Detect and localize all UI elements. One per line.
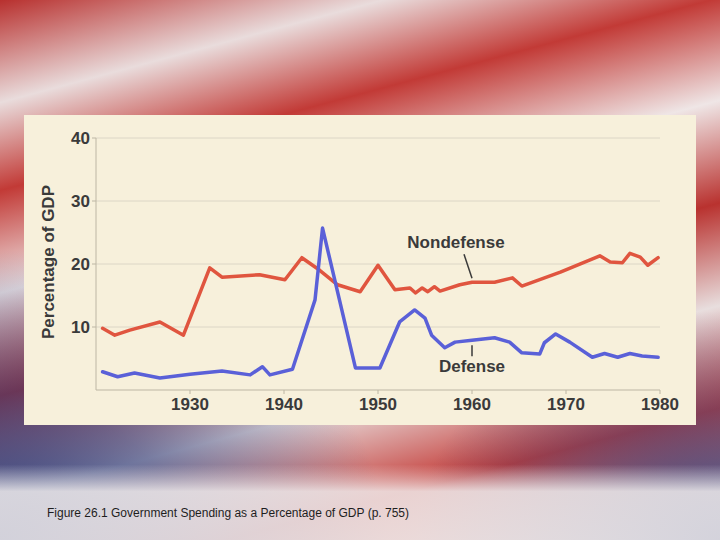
y-tick [92, 201, 96, 202]
x-tick-label: 1930 [171, 395, 209, 414]
x-tick-label: 1950 [359, 395, 397, 414]
plot-marks [103, 228, 659, 378]
y-tick [92, 138, 96, 139]
grid-line [96, 201, 660, 202]
x-tick [378, 390, 379, 394]
series-label: Defense [439, 357, 505, 376]
x-tick [190, 390, 191, 394]
x-tick-label: 1960 [453, 395, 491, 414]
series-line [103, 228, 659, 378]
x-tick [566, 390, 567, 394]
panel [24, 115, 696, 425]
y-tick-label: 10 [71, 318, 90, 337]
leader-line [464, 254, 472, 278]
y-tick-label: 20 [71, 255, 90, 274]
grid-line [96, 138, 660, 139]
y-tick-label: 30 [71, 192, 90, 211]
x-tick-label: 1940 [265, 395, 303, 414]
y-axis [96, 138, 97, 390]
caption: Figure 26.1 Government Spending as a Per… [47, 506, 409, 520]
chart: 10 20 30 40 1930 1940 1950 1960 1970 1980 Percenta… [0, 0, 720, 540]
y-tick-label: 40 [71, 129, 90, 148]
x-tick-label: 1980 [641, 395, 679, 414]
x-tick-label: 1970 [547, 395, 585, 414]
grid-line [96, 327, 660, 328]
series-line [103, 253, 659, 335]
y-tick [92, 327, 96, 328]
x-tick [472, 390, 473, 394]
y-axis-title: Percentage of GDP [39, 185, 58, 339]
leader-line [471, 345, 473, 356]
y-tick [92, 264, 96, 265]
series-label: Nondefense [407, 233, 504, 252]
x-tick [660, 390, 661, 394]
x-tick [284, 390, 285, 394]
